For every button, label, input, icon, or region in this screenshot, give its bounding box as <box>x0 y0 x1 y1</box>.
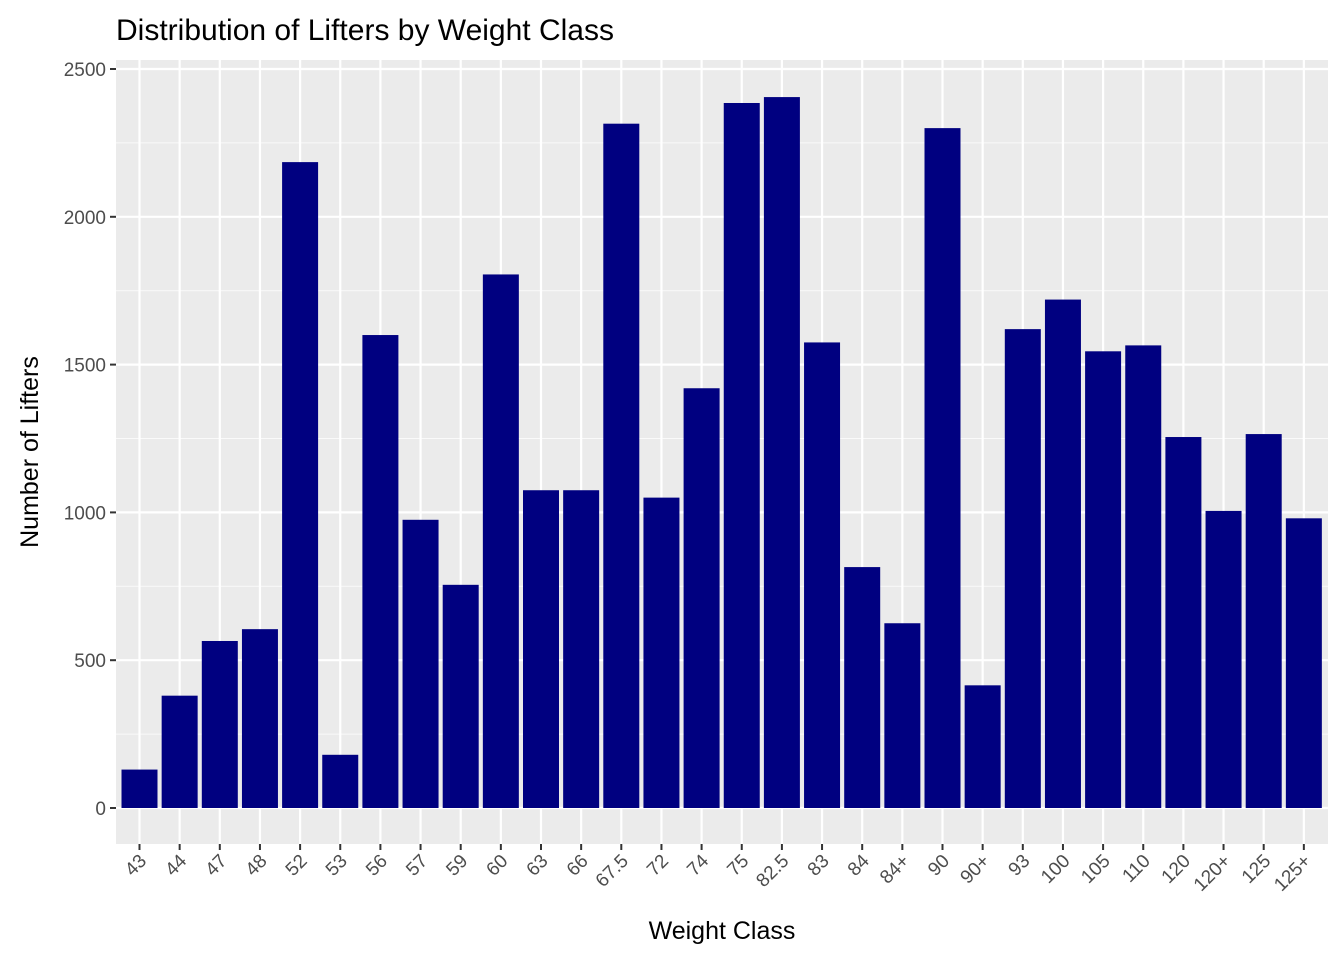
bar-48 <box>241 629 278 808</box>
x-tick-label: 93 <box>1005 851 1035 881</box>
x-tick-label: 90 <box>924 851 954 881</box>
y-tick-label: 1000 <box>64 503 106 524</box>
bar-110 <box>1125 345 1162 808</box>
y-axis: 0 500 1000 1500 2000 2500 <box>64 60 116 820</box>
x-tick-label: 47 <box>202 851 232 881</box>
y-tick-label: 0 <box>95 799 106 820</box>
x-tick-label: 53 <box>322 851 352 881</box>
bar-47 <box>201 640 238 808</box>
bar-105 <box>1085 351 1122 808</box>
bar-83 <box>804 342 841 808</box>
x-tick-label: 63 <box>523 851 553 881</box>
y-axis-title: Number of Lifters <box>16 356 44 548</box>
x-tick-label: 90+ <box>957 851 995 889</box>
x-tick-label: 74 <box>683 850 713 880</box>
x-tick-label: 120 <box>1158 851 1195 888</box>
x-axis-title: Weight Class <box>649 917 796 945</box>
x-tick-label: 75 <box>723 851 753 881</box>
bar-60 <box>482 274 519 808</box>
bar-72 <box>643 497 680 808</box>
x-tick-label: 72 <box>643 851 673 881</box>
x-tick-label: 60 <box>483 851 513 881</box>
y-tick-label: 2500 <box>64 60 106 81</box>
bar-82.5 <box>763 97 800 808</box>
bar-90 <box>924 128 961 808</box>
x-tick-label: 125 <box>1238 851 1275 888</box>
bar-75 <box>723 102 760 808</box>
x-tick-label: 48 <box>242 851 272 881</box>
bar-66 <box>563 490 600 808</box>
bar-100 <box>1044 299 1081 808</box>
bar-59 <box>442 584 479 808</box>
bar-53 <box>322 754 359 808</box>
bar-120 <box>1165 437 1202 808</box>
bar-93 <box>1004 329 1041 808</box>
bar-63 <box>523 490 559 808</box>
bar-74 <box>683 388 720 808</box>
y-tick-label: 500 <box>74 651 106 672</box>
bar-125 <box>1245 434 1282 808</box>
x-tick-label: 105 <box>1077 851 1114 888</box>
x-tick-label: 44 <box>161 850 191 880</box>
bar-57 <box>402 519 439 808</box>
x-tick-label: 67.5 <box>592 851 633 892</box>
x-tick-label: 120+ <box>1190 851 1235 896</box>
x-tick-label: 84+ <box>876 851 914 889</box>
x-tick-label: 100 <box>1037 851 1074 888</box>
bar-120+ <box>1205 510 1242 808</box>
bar-43 <box>121 769 158 808</box>
x-tick-label: 43 <box>121 851 151 881</box>
x-tick-label: 52 <box>282 851 312 881</box>
bar-44 <box>161 695 198 808</box>
x-tick-label: 82.5 <box>752 851 793 892</box>
x-tick-label: 110 <box>1119 851 1155 887</box>
x-tick-label: 56 <box>362 851 392 881</box>
x-tick-label: 57 <box>402 851 432 881</box>
y-tick-label: 2000 <box>64 208 106 229</box>
chart-title: Distribution of Lifters by Weight Class <box>116 14 614 47</box>
x-tick-label: 66 <box>563 851 593 881</box>
bar-52 <box>282 162 319 808</box>
bar-90+ <box>964 685 1001 808</box>
y-tick-label: 1500 <box>64 356 106 377</box>
bar-84 <box>844 567 881 808</box>
x-tick-label: 59 <box>442 851 472 881</box>
bars <box>121 97 1322 809</box>
bar-67.5 <box>603 123 640 809</box>
x-tick-label: 84 <box>844 850 874 880</box>
bar-84+ <box>884 623 921 808</box>
x-axis: 43 44 47 48 52 53 56 57 59 60 63 66 67.5 72 74 75 82.5 83… <box>121 844 1315 896</box>
x-tick-label: 125+ <box>1270 851 1315 896</box>
x-tick-label: 83 <box>804 851 834 881</box>
bar-56 <box>362 335 399 808</box>
bar-125+ <box>1285 518 1322 808</box>
